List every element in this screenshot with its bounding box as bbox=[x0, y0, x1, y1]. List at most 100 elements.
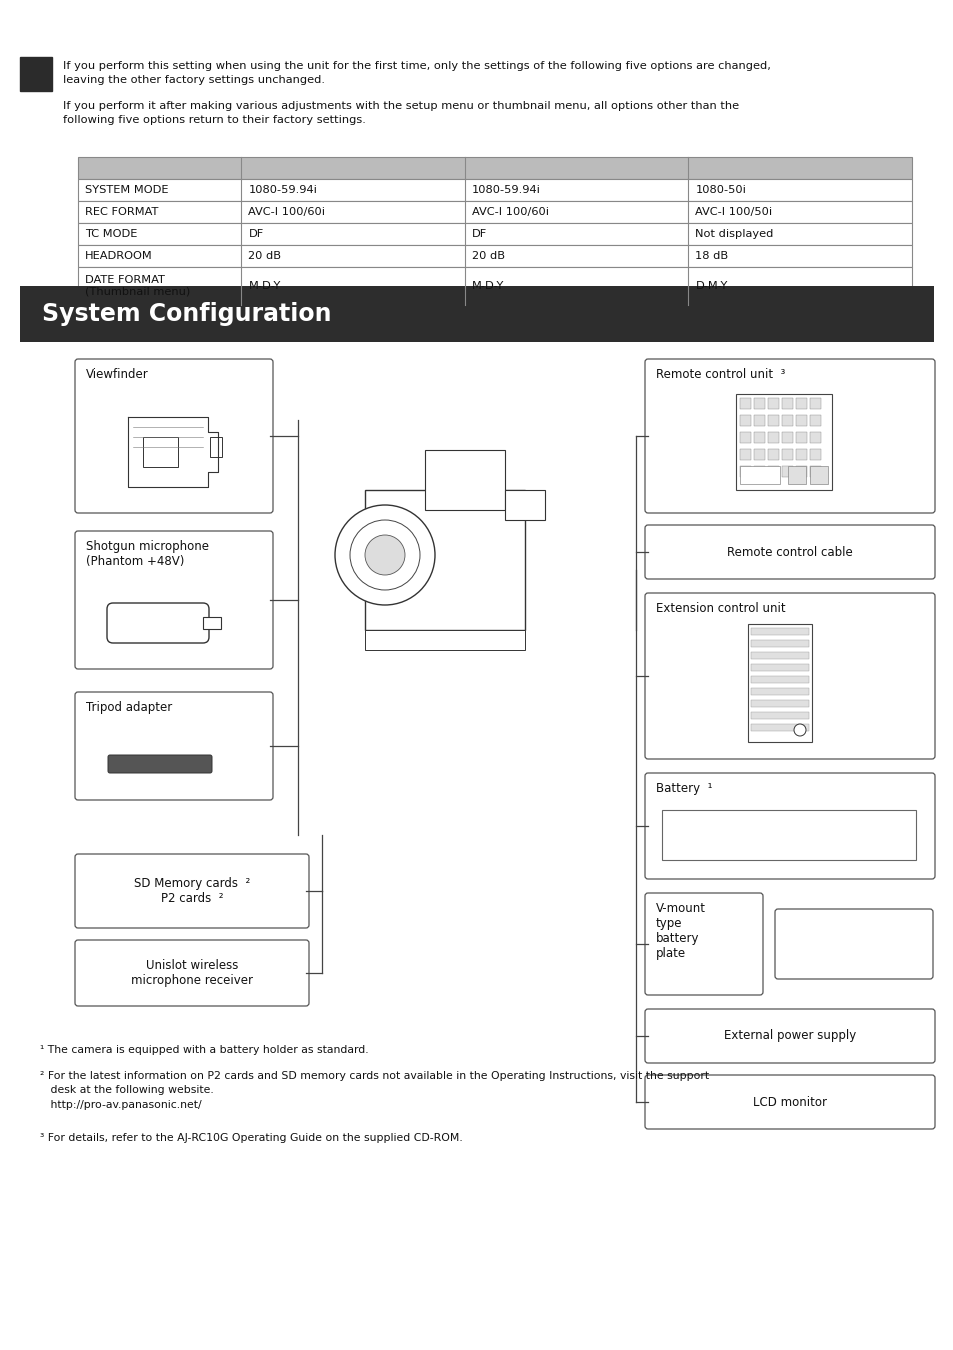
Bar bbox=[661, 810, 915, 860]
Bar bbox=[809, 398, 821, 409]
Bar bbox=[795, 398, 806, 409]
Circle shape bbox=[365, 535, 405, 575]
FancyBboxPatch shape bbox=[644, 1075, 934, 1129]
Text: V-mount
type
battery
plate: V-mount type battery plate bbox=[656, 902, 705, 960]
Bar bbox=[750, 688, 808, 695]
Text: 20 dB: 20 dB bbox=[248, 251, 281, 261]
Bar bbox=[740, 450, 750, 460]
Text: M-D-Y: M-D-Y bbox=[248, 281, 280, 292]
Bar bbox=[740, 432, 750, 443]
Bar bbox=[424, 450, 504, 510]
Bar bbox=[735, 394, 831, 490]
Bar bbox=[143, 437, 178, 467]
Bar bbox=[78, 223, 911, 244]
Bar bbox=[767, 398, 779, 409]
Text: ² For the latest information on P2 cards and SD memory cards not available in th: ² For the latest information on P2 cards… bbox=[40, 1071, 708, 1110]
Bar bbox=[750, 711, 808, 720]
Text: DF: DF bbox=[472, 230, 487, 239]
Text: M-D-Y: M-D-Y bbox=[472, 281, 504, 292]
Bar bbox=[767, 414, 779, 427]
FancyBboxPatch shape bbox=[75, 855, 309, 927]
Bar bbox=[781, 398, 792, 409]
Bar bbox=[747, 624, 811, 743]
Circle shape bbox=[335, 505, 435, 605]
Text: DF: DF bbox=[248, 230, 263, 239]
Text: Extension control unit: Extension control unit bbox=[656, 602, 785, 616]
Bar bbox=[767, 450, 779, 460]
Text: TC MODE: TC MODE bbox=[85, 230, 137, 239]
Bar bbox=[787, 466, 805, 485]
Bar bbox=[750, 652, 808, 659]
Bar bbox=[750, 640, 808, 647]
Bar bbox=[365, 630, 524, 649]
Bar bbox=[795, 432, 806, 443]
Bar bbox=[767, 432, 779, 443]
Bar bbox=[753, 466, 764, 477]
FancyBboxPatch shape bbox=[644, 1008, 934, 1062]
FancyBboxPatch shape bbox=[108, 755, 212, 774]
Text: Remote control unit  ³: Remote control unit ³ bbox=[656, 369, 784, 381]
Bar bbox=[781, 432, 792, 443]
Bar bbox=[78, 267, 911, 305]
Bar bbox=[781, 450, 792, 460]
Text: 1080-59.94i: 1080-59.94i bbox=[248, 185, 317, 194]
Bar bbox=[78, 180, 911, 201]
Bar bbox=[753, 398, 764, 409]
Text: System Configuration: System Configuration bbox=[42, 302, 331, 325]
Bar bbox=[365, 490, 524, 630]
Text: AVC-I 100/60i: AVC-I 100/60i bbox=[472, 207, 548, 217]
Text: SD Memory cards  ²
P2 cards  ²: SD Memory cards ² P2 cards ² bbox=[133, 878, 250, 904]
FancyBboxPatch shape bbox=[644, 593, 934, 759]
Bar bbox=[750, 701, 808, 707]
Bar bbox=[210, 437, 222, 458]
FancyBboxPatch shape bbox=[75, 940, 309, 1006]
FancyBboxPatch shape bbox=[75, 359, 273, 513]
Text: 1080-59.94i: 1080-59.94i bbox=[472, 185, 540, 194]
Bar bbox=[781, 414, 792, 427]
Bar bbox=[753, 450, 764, 460]
Text: Unislot wireless
microphone receiver: Unislot wireless microphone receiver bbox=[131, 958, 253, 987]
Bar bbox=[203, 617, 221, 629]
Bar bbox=[750, 664, 808, 671]
Bar bbox=[20, 57, 52, 90]
FancyBboxPatch shape bbox=[644, 892, 762, 995]
Text: Viewfinder: Viewfinder bbox=[86, 369, 149, 381]
Bar bbox=[20, 286, 933, 342]
Text: External power supply: External power supply bbox=[723, 1030, 855, 1042]
Circle shape bbox=[793, 724, 805, 736]
Circle shape bbox=[350, 520, 419, 590]
Bar bbox=[767, 466, 779, 477]
FancyBboxPatch shape bbox=[75, 531, 273, 670]
Bar bbox=[740, 398, 750, 409]
Text: Not displayed: Not displayed bbox=[695, 230, 773, 239]
Bar bbox=[750, 724, 808, 730]
Text: Remote control cable: Remote control cable bbox=[726, 545, 852, 559]
Text: SYSTEM MODE: SYSTEM MODE bbox=[85, 185, 169, 194]
Text: 1080-50i: 1080-50i bbox=[695, 185, 745, 194]
FancyBboxPatch shape bbox=[644, 525, 934, 579]
Bar bbox=[78, 157, 911, 180]
Text: Shotgun microphone
(Phantom +48V): Shotgun microphone (Phantom +48V) bbox=[86, 540, 209, 568]
Text: AVC-I 100/60i: AVC-I 100/60i bbox=[248, 207, 325, 217]
FancyBboxPatch shape bbox=[644, 774, 934, 879]
FancyBboxPatch shape bbox=[644, 359, 934, 513]
Text: If you perform this setting when using the unit for the first time, only the set: If you perform this setting when using t… bbox=[63, 61, 770, 85]
Bar bbox=[78, 244, 911, 267]
Bar bbox=[753, 414, 764, 427]
Text: If you perform it after making various adjustments with the setup menu or thumbn: If you perform it after making various a… bbox=[63, 101, 739, 126]
Bar bbox=[740, 466, 750, 477]
Bar bbox=[504, 490, 544, 520]
Text: Tripod adapter: Tripod adapter bbox=[86, 701, 172, 714]
Text: AVC-I 100/50i: AVC-I 100/50i bbox=[695, 207, 772, 217]
Bar bbox=[750, 628, 808, 634]
Bar bbox=[795, 466, 806, 477]
Bar bbox=[809, 432, 821, 443]
Text: 18 dB: 18 dB bbox=[695, 251, 728, 261]
FancyBboxPatch shape bbox=[774, 909, 932, 979]
Text: D-M-Y: D-M-Y bbox=[695, 281, 727, 292]
Text: LCD monitor: LCD monitor bbox=[752, 1095, 826, 1108]
Text: DATE FORMAT
(Thumbnail menu): DATE FORMAT (Thumbnail menu) bbox=[85, 275, 190, 297]
Bar bbox=[750, 676, 808, 683]
Text: 20 dB: 20 dB bbox=[472, 251, 504, 261]
Bar bbox=[795, 450, 806, 460]
